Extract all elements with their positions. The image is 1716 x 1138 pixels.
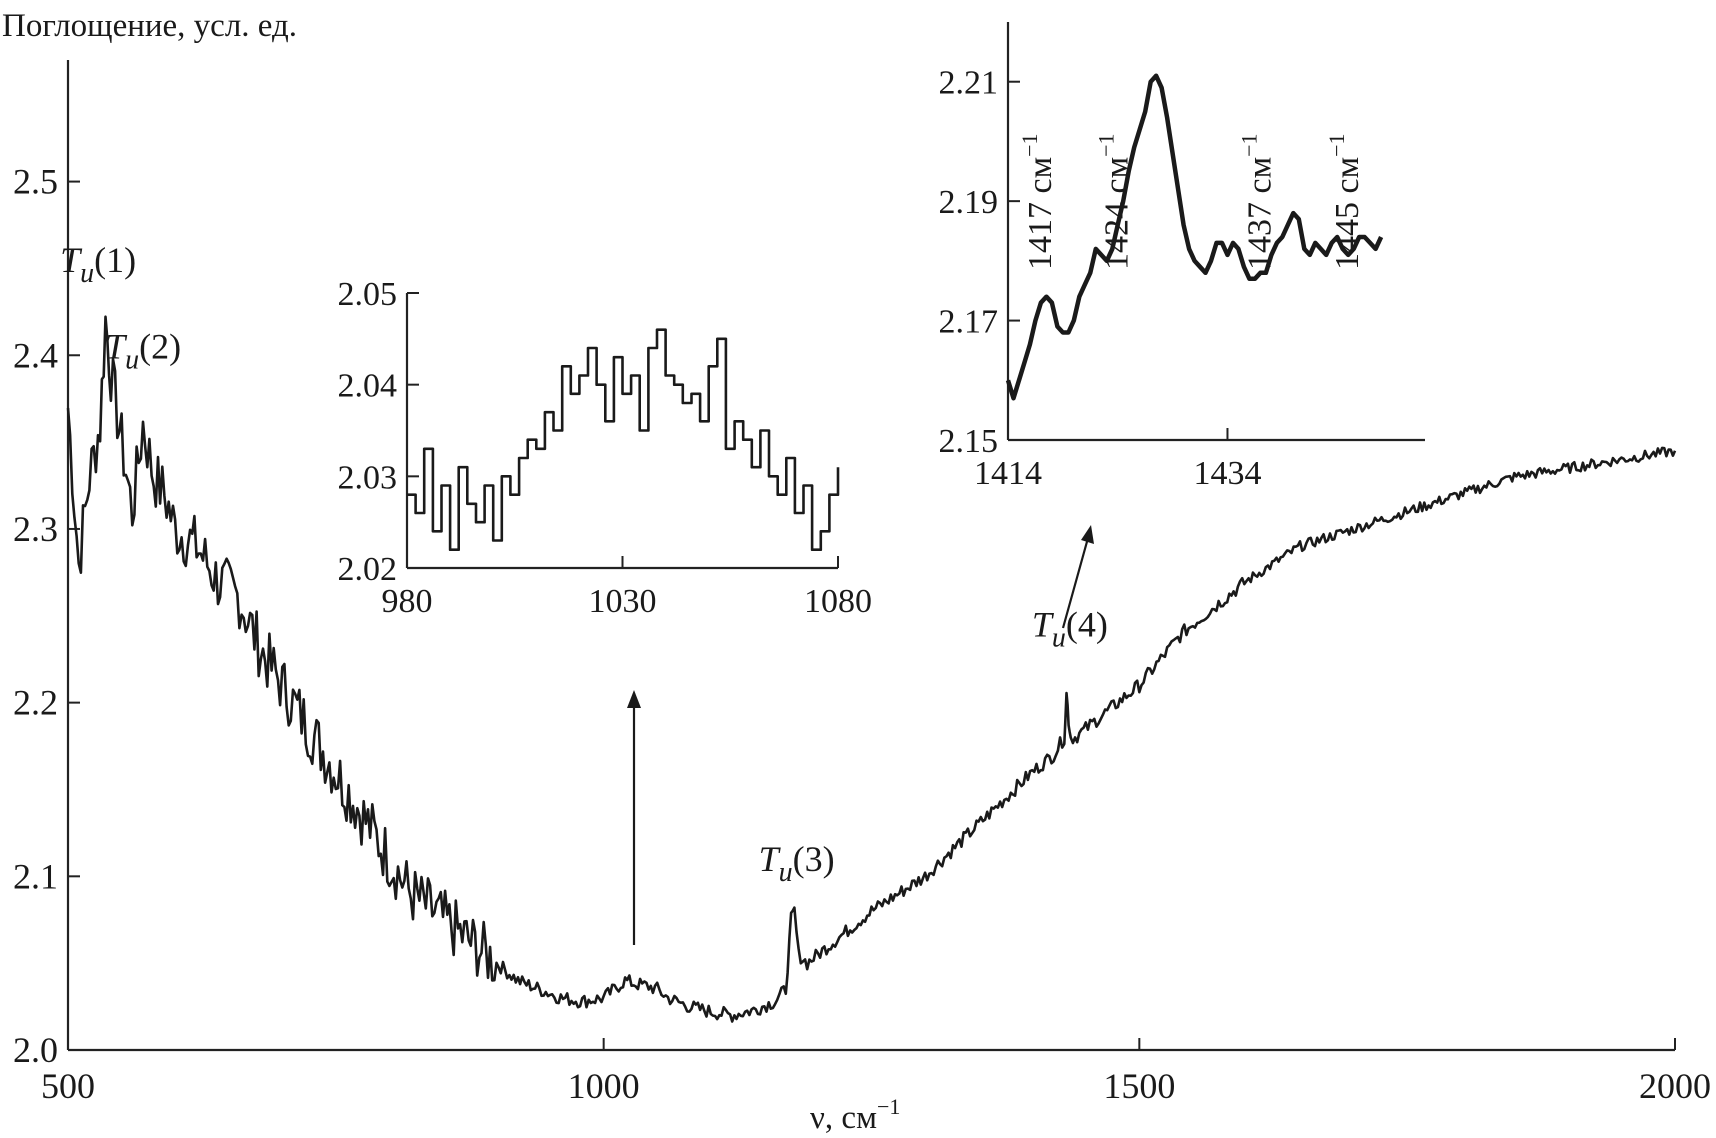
main-y-tick-label: 2.3: [13, 509, 58, 549]
peak-label-num: (2): [139, 327, 181, 367]
inset-1000-y-tick-label: 2.02: [338, 551, 398, 588]
inset-peak-label: 1445 см−1: [1324, 133, 1366, 270]
peak-label-num: (1): [94, 240, 136, 280]
inset-peak-label-main: 1424 см: [1099, 157, 1136, 270]
peak-label-sub: u: [80, 258, 94, 289]
main-x-tick-label: 2000: [1639, 1066, 1711, 1106]
main-x-tick-label: 500: [41, 1066, 95, 1106]
arrowhead-inset-1000: [627, 690, 641, 708]
main-series-line: [66, 315, 1677, 1023]
peak-label-base: T: [60, 240, 83, 280]
inset-peak-label-sup: −1: [1094, 133, 1119, 156]
inset-peak-label: 1437 см−1: [1236, 133, 1278, 270]
main-y-tick-label: 2.4: [13, 335, 58, 375]
arrowhead-inset-1434: [1081, 525, 1094, 544]
inset-peak-label-sup: −1: [1017, 133, 1042, 156]
inset-1000-x-tick-label: 1030: [589, 583, 657, 620]
main-y-tick-label: 2.2: [13, 683, 58, 723]
inset-1434-x-tick-label: 1434: [1193, 455, 1261, 492]
inset-1000-x-tick-label: 980: [382, 583, 433, 620]
inset-1000-y-tick-label: 2.05: [338, 276, 398, 313]
x-axis-title: ν, см−1: [810, 1094, 900, 1136]
peak-label-base: T: [1032, 605, 1055, 645]
peak-label-tu2: Tu(2): [105, 327, 181, 376]
x-axis-title-main: ν, см: [810, 1100, 877, 1136]
inset-peak-label-main: 1437 см: [1241, 157, 1278, 270]
inset-1000-x-tick-label: 1080: [804, 583, 872, 620]
inset-1000-y-tick-label: 2.04: [338, 368, 398, 405]
inset-1434-y-tick-label: 2.21: [939, 65, 999, 102]
inset-1434-x-tick-label: 1414: [974, 455, 1042, 492]
inset-1434-y-tick-label: 2.15: [939, 423, 999, 460]
y-axis-title: Поглощение, усл. ед.: [2, 8, 297, 44]
peak-label-sub: u: [125, 345, 139, 376]
peak-label-sub: u: [779, 857, 793, 888]
inset-plot-980-1080: 2.02 2.03 2.04 2.05 980 1030 1080: [338, 276, 873, 620]
peak-label-base: T: [759, 839, 782, 879]
main-y-tick-label: 2.1: [13, 856, 58, 896]
inset-peak-label-main: 1445 см: [1329, 157, 1366, 270]
peak-label-tu4: Tu(4): [1032, 605, 1108, 654]
main-x-tick-label: 1000: [568, 1066, 640, 1106]
inset-peak-label-sup: −1: [1236, 133, 1261, 156]
main-y-tick-label: 2.5: [13, 162, 58, 202]
arrow-to-inset-1434: [1061, 537, 1090, 629]
inset-1000-series-line: [407, 328, 840, 551]
inset-peak-label: 1417 см−1: [1017, 133, 1059, 270]
inset-peak-label-sup: −1: [1324, 133, 1349, 156]
inset-1434-y-tick-label: 2.17: [939, 304, 999, 341]
inset-1000-y-tick-label: 2.03: [338, 459, 398, 496]
x-axis-title-sup: −1: [877, 1094, 900, 1119]
arrows: [627, 525, 1094, 945]
inset-1434-series-line: [1005, 73, 1384, 401]
peak-label-base: T: [105, 327, 128, 367]
main-y-tick-label: 2.0: [13, 1030, 58, 1070]
main-x-tick-label: 1500: [1103, 1066, 1175, 1106]
peak-label-num: (3): [793, 839, 835, 879]
peak-label-sub: u: [1052, 623, 1066, 654]
peak-label-tu3: Tu(3): [759, 839, 835, 888]
peak-label-num: (4): [1066, 605, 1108, 645]
inset-1434-y-tick-label: 2.19: [939, 184, 999, 221]
peak-label-tu1: Tu(1): [60, 240, 136, 289]
inset-peak-label: 1424 см−1: [1094, 133, 1136, 270]
inset-peak-label-main: 1417 см: [1022, 157, 1059, 270]
